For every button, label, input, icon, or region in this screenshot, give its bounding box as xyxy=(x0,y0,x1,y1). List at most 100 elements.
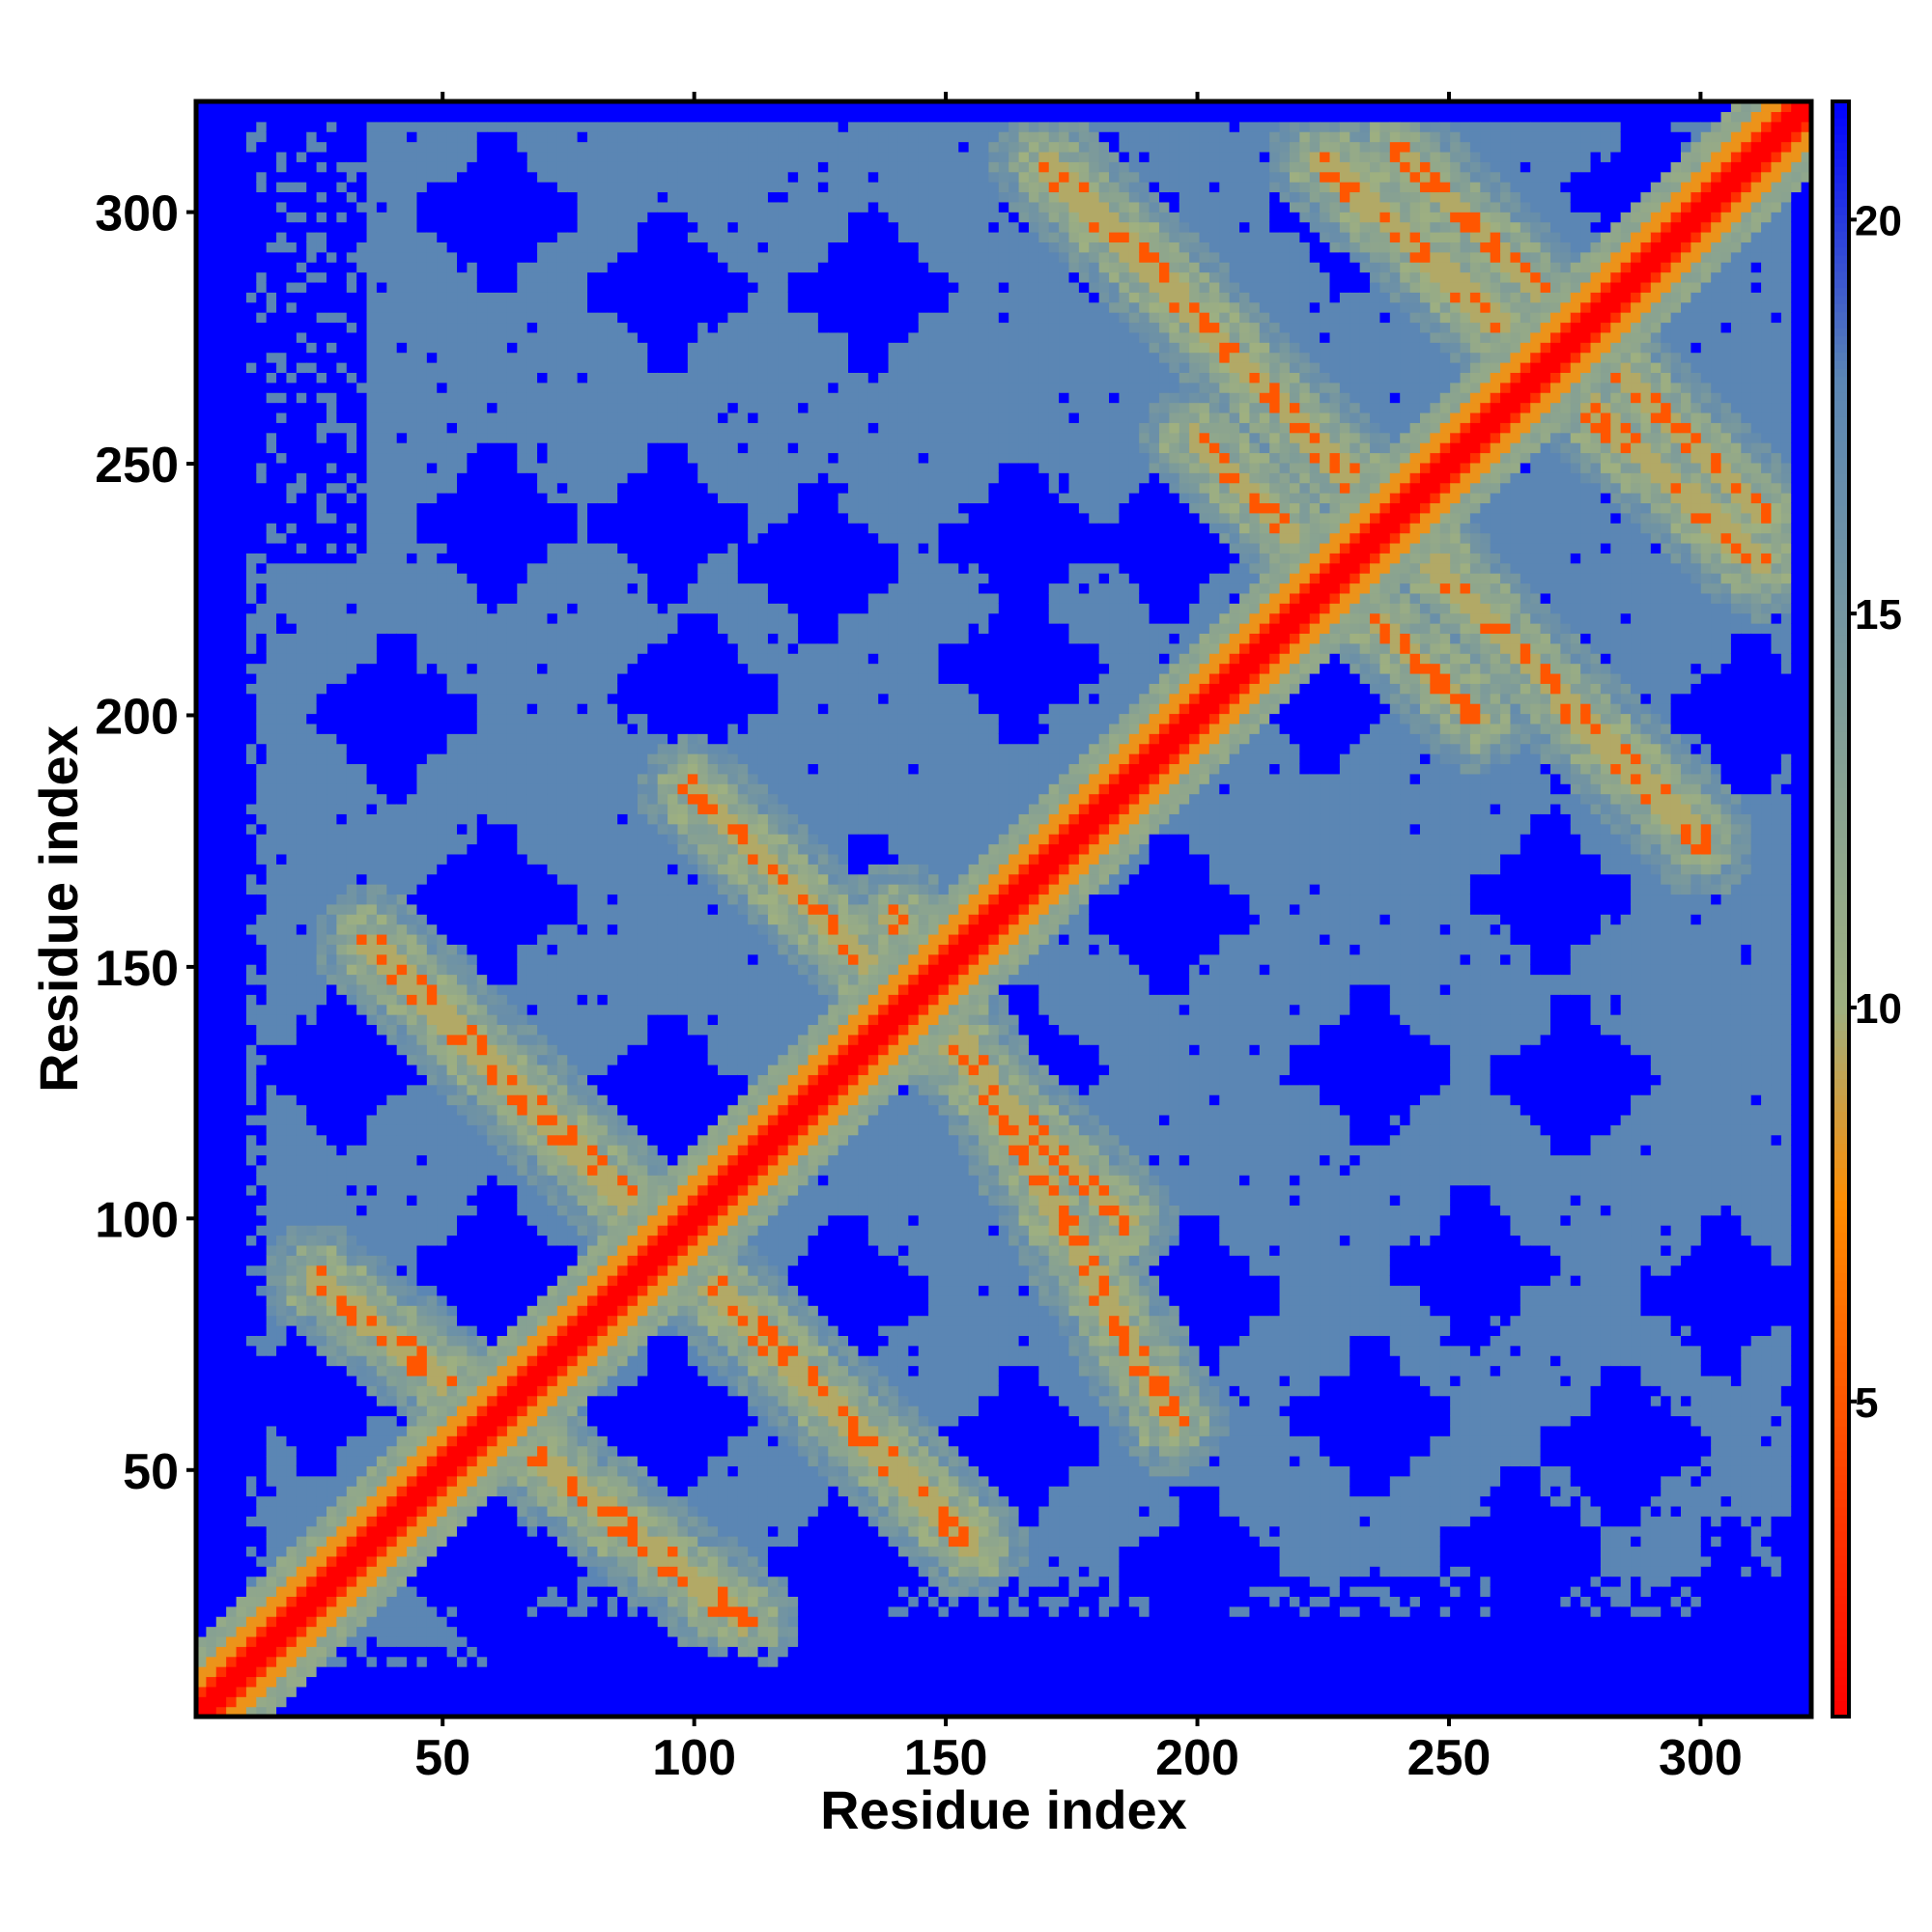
heatmap-cell xyxy=(447,111,458,122)
heatmap-cell xyxy=(467,783,477,794)
heatmap-cell xyxy=(246,362,257,373)
heatmap-cell xyxy=(487,623,497,634)
heatmap-cell xyxy=(327,1285,337,1295)
heatmap-area xyxy=(196,101,1812,1718)
heatmap-cell xyxy=(487,292,497,302)
heatmap-cell xyxy=(497,1696,508,1707)
heatmap-cell xyxy=(356,1446,367,1457)
heatmap-cell xyxy=(336,1435,347,1446)
heatmap-cell xyxy=(336,212,347,222)
heatmap-cell xyxy=(507,1666,518,1677)
heatmap-cell xyxy=(377,1275,387,1286)
heatmap-cell xyxy=(226,1606,237,1617)
heatmap-cell xyxy=(447,1074,458,1085)
heatmap-cell xyxy=(206,613,216,624)
heatmap-cell xyxy=(276,673,287,684)
heatmap-cell xyxy=(267,733,277,744)
heatmap-cell xyxy=(397,864,408,874)
heatmap-cell xyxy=(256,1646,267,1657)
heatmap-cell xyxy=(367,593,378,604)
heatmap-cell xyxy=(407,653,417,664)
heatmap-cell xyxy=(467,1366,477,1377)
heatmap-cell xyxy=(437,392,447,403)
heatmap-cell xyxy=(497,1426,508,1436)
heatmap-cell xyxy=(386,1476,397,1487)
heatmap-cell xyxy=(256,312,267,323)
heatmap-cell xyxy=(447,1175,458,1185)
heatmap-cell xyxy=(216,553,227,563)
heatmap-cell xyxy=(246,1385,257,1396)
heatmap-cell xyxy=(437,1265,447,1276)
heatmap-cell xyxy=(317,824,327,835)
heatmap-cell xyxy=(246,422,257,433)
heatmap-cell xyxy=(377,372,387,383)
heatmap-cell xyxy=(367,633,378,643)
heatmap-cell xyxy=(226,252,237,263)
heatmap-cell xyxy=(286,553,297,563)
heatmap-cell xyxy=(377,191,387,202)
heatmap-cell xyxy=(216,1124,227,1135)
heatmap-cell xyxy=(367,1636,378,1647)
heatmap-cell xyxy=(206,111,216,122)
heatmap-cell xyxy=(487,422,497,433)
heatmap-cell xyxy=(467,1556,477,1567)
heatmap-cell xyxy=(416,984,427,995)
heatmap-cell xyxy=(297,914,307,924)
heatmap-cell xyxy=(386,1446,397,1457)
heatmap-cell xyxy=(377,1486,387,1496)
heatmap-cell xyxy=(416,1385,427,1396)
heatmap-cell xyxy=(327,1596,337,1606)
heatmap-cell xyxy=(407,673,417,684)
heatmap-cell xyxy=(427,653,438,664)
heatmap-cell xyxy=(447,452,458,463)
heatmap-cell xyxy=(407,1044,417,1055)
heatmap-cell xyxy=(336,222,347,233)
heatmap-cell xyxy=(237,613,247,624)
heatmap-cell xyxy=(487,582,497,593)
heatmap-cell xyxy=(477,844,488,855)
heatmap-cell xyxy=(246,142,257,153)
heatmap-cell xyxy=(416,1005,427,1015)
heatmap-cell xyxy=(286,1465,297,1476)
heatmap-cell xyxy=(306,1295,317,1306)
heatmap-cell xyxy=(407,1435,417,1446)
heatmap-cell xyxy=(237,804,247,814)
heatmap-cell xyxy=(407,222,417,233)
heatmap-cell xyxy=(467,683,477,694)
heatmap-cell xyxy=(377,472,387,483)
heatmap-cell xyxy=(356,834,367,844)
heatmap-cell xyxy=(317,934,327,945)
heatmap-cell xyxy=(336,232,347,242)
heatmap-cell xyxy=(497,322,508,332)
heatmap-cell xyxy=(467,1154,477,1165)
heatmap-cell xyxy=(447,1546,458,1556)
heatmap-cell xyxy=(317,553,327,563)
heatmap-cell xyxy=(367,1335,378,1346)
heatmap-cell xyxy=(297,452,307,463)
heatmap-cell xyxy=(497,1657,508,1667)
heatmap-cell xyxy=(267,1154,277,1165)
heatmap-cell xyxy=(226,152,237,162)
heatmap-cell xyxy=(497,582,508,593)
heatmap-cell xyxy=(386,353,397,363)
heatmap-cell xyxy=(317,582,327,593)
heatmap-cell xyxy=(306,1486,317,1496)
heatmap-cell xyxy=(206,683,216,694)
heatmap-cell xyxy=(487,1506,497,1517)
heatmap-cell xyxy=(447,1044,458,1055)
heatmap-cell xyxy=(336,1496,347,1507)
heatmap-cell xyxy=(377,1506,387,1517)
heatmap-cell xyxy=(377,874,387,885)
heatmap-cell xyxy=(356,191,367,202)
heatmap-cell xyxy=(297,713,307,724)
heatmap-cell xyxy=(256,1014,267,1025)
heatmap-cell xyxy=(477,282,488,293)
heatmap-cell xyxy=(397,1205,408,1215)
heatmap-cell xyxy=(206,1366,216,1377)
heatmap-cell xyxy=(497,212,508,222)
heatmap-cell xyxy=(397,934,408,945)
heatmap-cell xyxy=(367,563,378,574)
heatmap-cell xyxy=(216,1465,227,1476)
heatmap-cell xyxy=(356,1566,367,1577)
heatmap-cell xyxy=(457,1355,468,1366)
